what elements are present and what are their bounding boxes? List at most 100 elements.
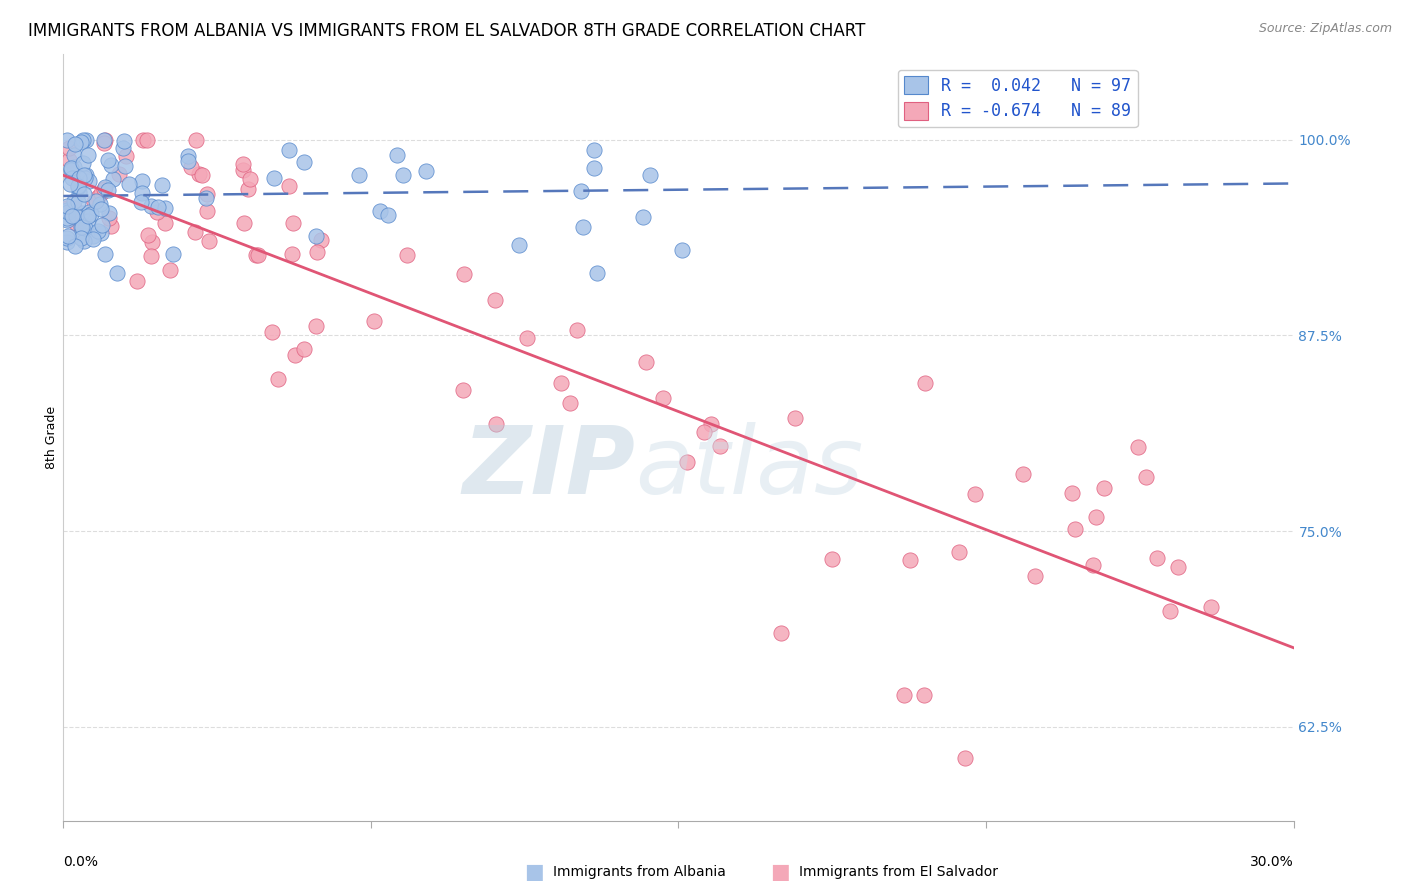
Point xyxy=(82,229,104,244)
Point xyxy=(58,140,80,154)
Point xyxy=(292,342,315,356)
Point xyxy=(90,186,112,200)
Point xyxy=(70,219,93,234)
Point xyxy=(75,168,97,182)
Point xyxy=(59,177,82,191)
Point xyxy=(583,143,606,157)
Point xyxy=(177,149,200,163)
Point xyxy=(769,625,792,640)
Point xyxy=(278,179,301,194)
Point xyxy=(550,376,572,390)
Point xyxy=(118,177,141,191)
Point xyxy=(900,553,922,567)
Point xyxy=(150,178,173,192)
Point xyxy=(66,179,89,194)
Point xyxy=(304,229,326,244)
Point xyxy=(162,247,184,261)
Point xyxy=(65,136,87,151)
Point xyxy=(76,209,98,223)
Text: atlas: atlas xyxy=(636,422,863,513)
Point xyxy=(1159,604,1181,618)
Point xyxy=(631,211,654,225)
Point xyxy=(508,237,530,252)
Point xyxy=(77,205,100,219)
Point xyxy=(1085,510,1108,524)
Point xyxy=(139,199,162,213)
Point xyxy=(145,204,167,219)
Point xyxy=(1094,481,1116,495)
Point xyxy=(97,183,120,197)
Point xyxy=(638,169,661,183)
Point xyxy=(395,248,418,262)
Point xyxy=(1064,522,1087,536)
Text: 30.0%: 30.0% xyxy=(1250,855,1294,869)
Point xyxy=(652,391,675,405)
Point xyxy=(72,133,94,147)
Point xyxy=(70,206,93,220)
Point xyxy=(73,187,96,202)
Text: ■: ■ xyxy=(524,863,544,882)
Point xyxy=(783,411,806,425)
Point xyxy=(1012,467,1035,481)
Point xyxy=(83,194,105,209)
Point xyxy=(63,194,86,208)
Y-axis label: 8th Grade: 8th Grade xyxy=(45,406,58,468)
Point xyxy=(87,190,110,204)
Point xyxy=(1024,569,1046,583)
Point xyxy=(1135,470,1157,484)
Point xyxy=(67,194,90,209)
Point xyxy=(1060,485,1083,500)
Point xyxy=(80,207,103,221)
Point xyxy=(560,396,582,410)
Point xyxy=(67,215,90,229)
Point xyxy=(135,133,157,147)
Point xyxy=(93,182,115,196)
Point xyxy=(284,348,307,362)
Point xyxy=(141,249,163,263)
Point xyxy=(692,425,714,439)
Point xyxy=(97,153,120,168)
Point xyxy=(307,244,329,259)
Point xyxy=(305,318,328,333)
Point xyxy=(821,552,844,566)
Point xyxy=(56,231,79,245)
Text: 0.0%: 0.0% xyxy=(63,855,98,869)
Point xyxy=(914,689,936,703)
Point xyxy=(195,186,218,201)
Point xyxy=(484,293,506,307)
Point xyxy=(177,153,200,168)
Point xyxy=(56,202,79,216)
Point xyxy=(94,247,117,261)
Point xyxy=(115,149,138,163)
Point xyxy=(195,204,218,219)
Point xyxy=(948,545,970,559)
Point xyxy=(238,182,260,196)
Point xyxy=(67,170,90,185)
Point xyxy=(79,174,101,188)
Point xyxy=(76,214,98,228)
Point xyxy=(94,180,117,194)
Point xyxy=(63,147,86,161)
Point xyxy=(569,184,592,198)
Point xyxy=(112,134,135,148)
Point xyxy=(56,133,79,147)
Point xyxy=(72,227,94,242)
Point xyxy=(56,211,79,225)
Point xyxy=(676,455,699,469)
Point xyxy=(267,372,290,386)
Point xyxy=(148,201,170,215)
Point xyxy=(232,157,254,171)
Point xyxy=(129,195,152,210)
Point xyxy=(62,160,84,174)
Point xyxy=(233,216,256,230)
Point xyxy=(101,171,124,186)
Legend: R =  0.042   N = 97, R = -0.674   N = 89: R = 0.042 N = 97, R = -0.674 N = 89 xyxy=(897,70,1137,127)
Point xyxy=(893,689,915,703)
Point xyxy=(195,191,218,205)
Point xyxy=(451,383,474,397)
Point xyxy=(90,202,112,217)
Point xyxy=(572,220,595,235)
Point xyxy=(108,167,131,181)
Point xyxy=(278,143,301,157)
Point xyxy=(232,163,254,178)
